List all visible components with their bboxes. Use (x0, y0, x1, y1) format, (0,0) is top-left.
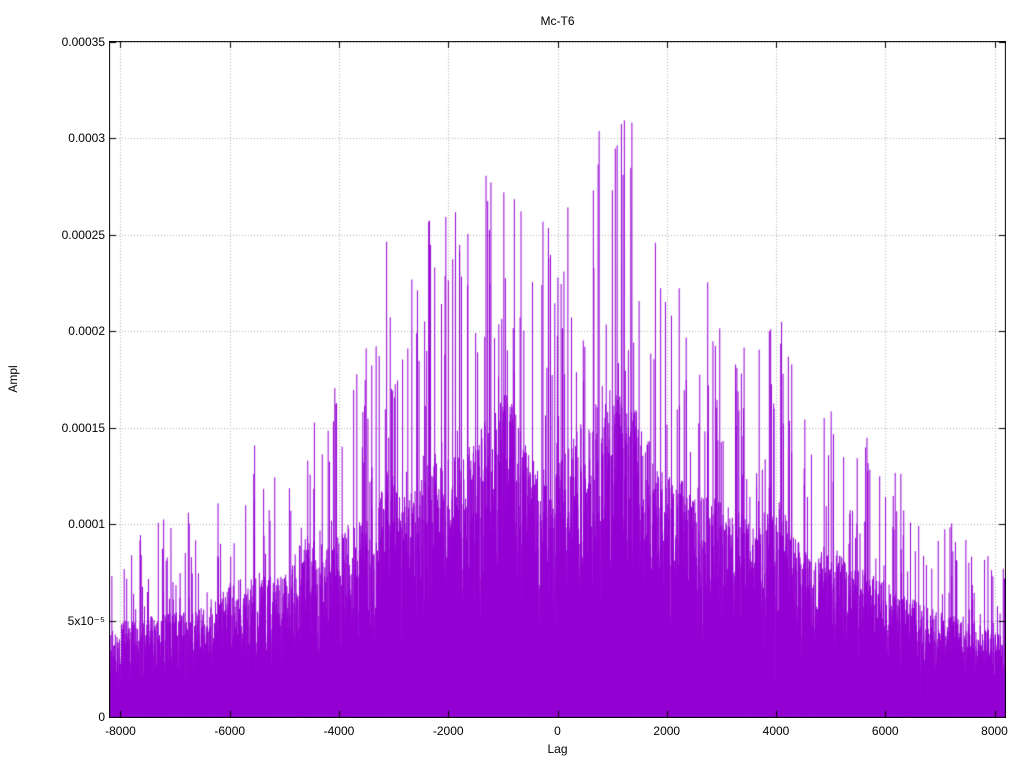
x-tick-label: -4000 (323, 724, 355, 738)
y-tick-label: 5x10⁻⁵ (67, 613, 105, 628)
x-tick-label: 4000 (762, 724, 790, 738)
y-tick-label: 0.00015 (61, 420, 105, 435)
y-tick-label: 0.0002 (68, 324, 105, 339)
y-axis-label: Ampl (6, 365, 20, 393)
y-tick-label: 0.00035 (61, 35, 105, 49)
x-tick-label: 2000 (653, 724, 681, 738)
x-tick-label: 0 (554, 724, 561, 738)
x-tick-label: 8000 (981, 724, 1008, 738)
plot-canvas (109, 41, 1006, 718)
y-tick-label: 0.0001 (68, 517, 105, 532)
chart-title: Mc-T6 (540, 14, 575, 28)
x-tick-label: 6000 (871, 724, 899, 738)
y-tick-label: 0.0003 (68, 131, 105, 146)
y-tick-label: 0.00025 (61, 227, 105, 242)
x-tick-label: -6000 (214, 724, 246, 738)
x-tick-label: -8000 (105, 724, 136, 738)
y-tick-label: 0 (98, 710, 105, 724)
x-tick-label: -2000 (432, 724, 464, 738)
x-axis-label: Lag (547, 742, 568, 756)
